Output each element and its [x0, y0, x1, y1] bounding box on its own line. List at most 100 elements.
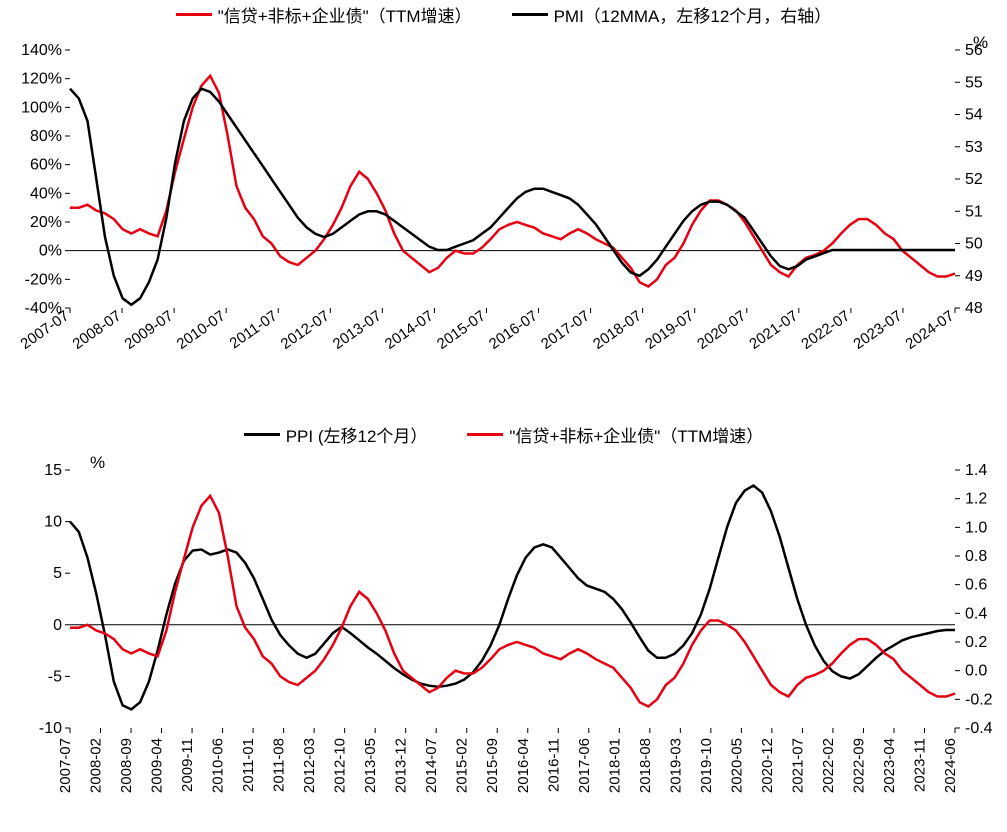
svg-text:0.0: 0.0	[965, 663, 987, 680]
svg-text:2009-11: 2009-11	[179, 738, 196, 792]
svg-text:2016-07: 2016-07	[486, 307, 541, 353]
legend-item-ppi: PPI (左移12个月）	[244, 422, 428, 447]
svg-text:2019-07: 2019-07	[642, 307, 697, 353]
svg-text:2014-07: 2014-07	[423, 738, 440, 793]
svg-text:52: 52	[965, 171, 983, 188]
svg-text:-0.2: -0.2	[965, 691, 993, 708]
svg-text:%: %	[90, 453, 105, 472]
chart-1-svg: -40%-20%0%20%40%60%80%100%120%140%484950…	[0, 28, 1007, 400]
svg-text:2021-07: 2021-07	[746, 307, 801, 353]
svg-text:%: %	[973, 33, 988, 52]
svg-text:2018-07: 2018-07	[590, 307, 645, 353]
svg-text:2007-07: 2007-07	[57, 738, 74, 793]
legend-swatch-black	[244, 433, 280, 436]
chart-1-legend: "信贷+非标+企业债"（TTM增速） PMI（12MMA，左移12个月，右轴）	[0, 0, 1007, 28]
svg-text:2017-06: 2017-06	[576, 738, 593, 793]
svg-text:-0.4: -0.4	[965, 720, 993, 737]
legend-swatch-red	[176, 13, 212, 16]
svg-text:54: 54	[965, 107, 983, 124]
svg-text:2015-09: 2015-09	[484, 738, 501, 793]
legend-label: PMI（12MMA，左移12个月，右轴）	[554, 2, 832, 27]
svg-text:0.6: 0.6	[965, 577, 987, 594]
svg-text:2012-07: 2012-07	[278, 307, 333, 353]
svg-text:2010-07: 2010-07	[174, 307, 229, 353]
svg-text:-5: -5	[48, 668, 62, 685]
svg-text:2011-08: 2011-08	[271, 738, 288, 792]
svg-text:48: 48	[965, 300, 983, 317]
svg-text:5: 5	[53, 565, 62, 582]
svg-text:2024-06: 2024-06	[942, 738, 959, 793]
svg-text:-20%: -20%	[25, 271, 62, 288]
svg-text:40%: 40%	[30, 185, 62, 202]
chart-2-legend: PPI (左移12个月） "信贷+非标+企业债"（TTM增速）	[0, 420, 1007, 448]
svg-text:2016-11: 2016-11	[545, 738, 562, 792]
svg-text:2018-01: 2018-01	[606, 738, 623, 793]
svg-text:1.0: 1.0	[965, 519, 987, 536]
svg-text:0.4: 0.4	[965, 605, 987, 622]
svg-text:2015-07: 2015-07	[434, 307, 489, 353]
svg-text:2023-11: 2023-11	[911, 738, 928, 792]
chart-1-container: "信贷+非标+企业债"（TTM增速） PMI（12MMA，左移12个月，右轴） …	[0, 0, 1007, 400]
svg-text:50: 50	[965, 236, 983, 253]
svg-text:10: 10	[44, 514, 62, 531]
legend-swatch-black	[512, 13, 548, 16]
svg-text:53: 53	[965, 139, 983, 156]
svg-text:1.2: 1.2	[965, 491, 987, 508]
svg-text:55: 55	[965, 74, 983, 91]
svg-text:2015-02: 2015-02	[454, 738, 471, 793]
legend-label: PPI (左移12个月）	[286, 422, 428, 447]
svg-text:49: 49	[965, 268, 983, 285]
svg-text:2008-07: 2008-07	[69, 307, 124, 353]
svg-text:2013-05: 2013-05	[362, 738, 379, 793]
svg-text:2019-03: 2019-03	[667, 738, 684, 793]
svg-text:15: 15	[44, 462, 62, 479]
svg-text:2021-07: 2021-07	[789, 738, 806, 793]
svg-text:2010-06: 2010-06	[210, 738, 227, 793]
svg-text:20%: 20%	[30, 214, 62, 231]
svg-text:2016-04: 2016-04	[515, 738, 532, 793]
svg-text:2022-09: 2022-09	[850, 738, 867, 793]
svg-text:60%: 60%	[30, 157, 62, 174]
svg-text:2020-05: 2020-05	[728, 738, 745, 793]
svg-text:140%: 140%	[21, 42, 62, 59]
legend-item-credit: "信贷+非标+企业债"（TTM增速）	[176, 2, 472, 27]
svg-text:2009-04: 2009-04	[149, 738, 166, 793]
legend-item-pmi: PMI（12MMA，左移12个月，右轴）	[512, 2, 832, 27]
svg-text:2012-03: 2012-03	[301, 738, 318, 793]
svg-text:0%: 0%	[39, 243, 62, 260]
svg-text:2024-07: 2024-07	[902, 307, 957, 353]
svg-text:0: 0	[53, 617, 62, 634]
svg-text:2017-07: 2017-07	[538, 307, 593, 353]
svg-text:120%: 120%	[21, 71, 62, 88]
svg-text:-10: -10	[39, 720, 62, 737]
svg-text:2009-07: 2009-07	[122, 307, 177, 353]
svg-text:2022-07: 2022-07	[798, 307, 853, 353]
svg-text:2008-02: 2008-02	[88, 738, 105, 793]
svg-text:2011-01: 2011-01	[240, 738, 257, 792]
svg-text:51: 51	[965, 203, 983, 220]
legend-label: "信贷+非标+企业债"（TTM增速）	[509, 422, 763, 447]
svg-text:0.2: 0.2	[965, 634, 987, 651]
svg-text:2019-10: 2019-10	[698, 738, 715, 793]
svg-text:2014-07: 2014-07	[382, 307, 437, 353]
svg-text:2008-09: 2008-09	[118, 738, 135, 793]
svg-text:2013-12: 2013-12	[393, 738, 410, 793]
svg-text:2018-08: 2018-08	[637, 738, 654, 793]
legend-swatch-red	[467, 433, 503, 436]
svg-text:2011-07: 2011-07	[227, 307, 281, 352]
svg-text:2023-04: 2023-04	[881, 738, 898, 793]
svg-text:0.8: 0.8	[965, 548, 987, 565]
svg-text:2023-07: 2023-07	[850, 307, 905, 353]
svg-text:2012-10: 2012-10	[332, 738, 349, 793]
legend-item-credit2: "信贷+非标+企业债"（TTM增速）	[467, 422, 763, 447]
svg-text:100%: 100%	[21, 99, 62, 116]
legend-label: "信贷+非标+企业债"（TTM增速）	[218, 2, 472, 27]
svg-text:1.4: 1.4	[965, 462, 987, 479]
svg-text:80%: 80%	[30, 128, 62, 145]
chart-2-container: PPI (左移12个月） "信贷+非标+企业债"（TTM增速） -10 -5 0 5 1…	[0, 420, 1007, 832]
chart-2-svg: -10 -5 0 5 10 15 -0.4 -0.2 0.0 0.2 0.4 0.6 0.8 1.0 1.2…	[0, 448, 1007, 832]
svg-text:2022-02: 2022-02	[820, 738, 837, 793]
svg-text:2020-12: 2020-12	[759, 738, 776, 793]
svg-text:2013-07: 2013-07	[330, 307, 385, 353]
svg-text:2020-07: 2020-07	[694, 307, 749, 353]
